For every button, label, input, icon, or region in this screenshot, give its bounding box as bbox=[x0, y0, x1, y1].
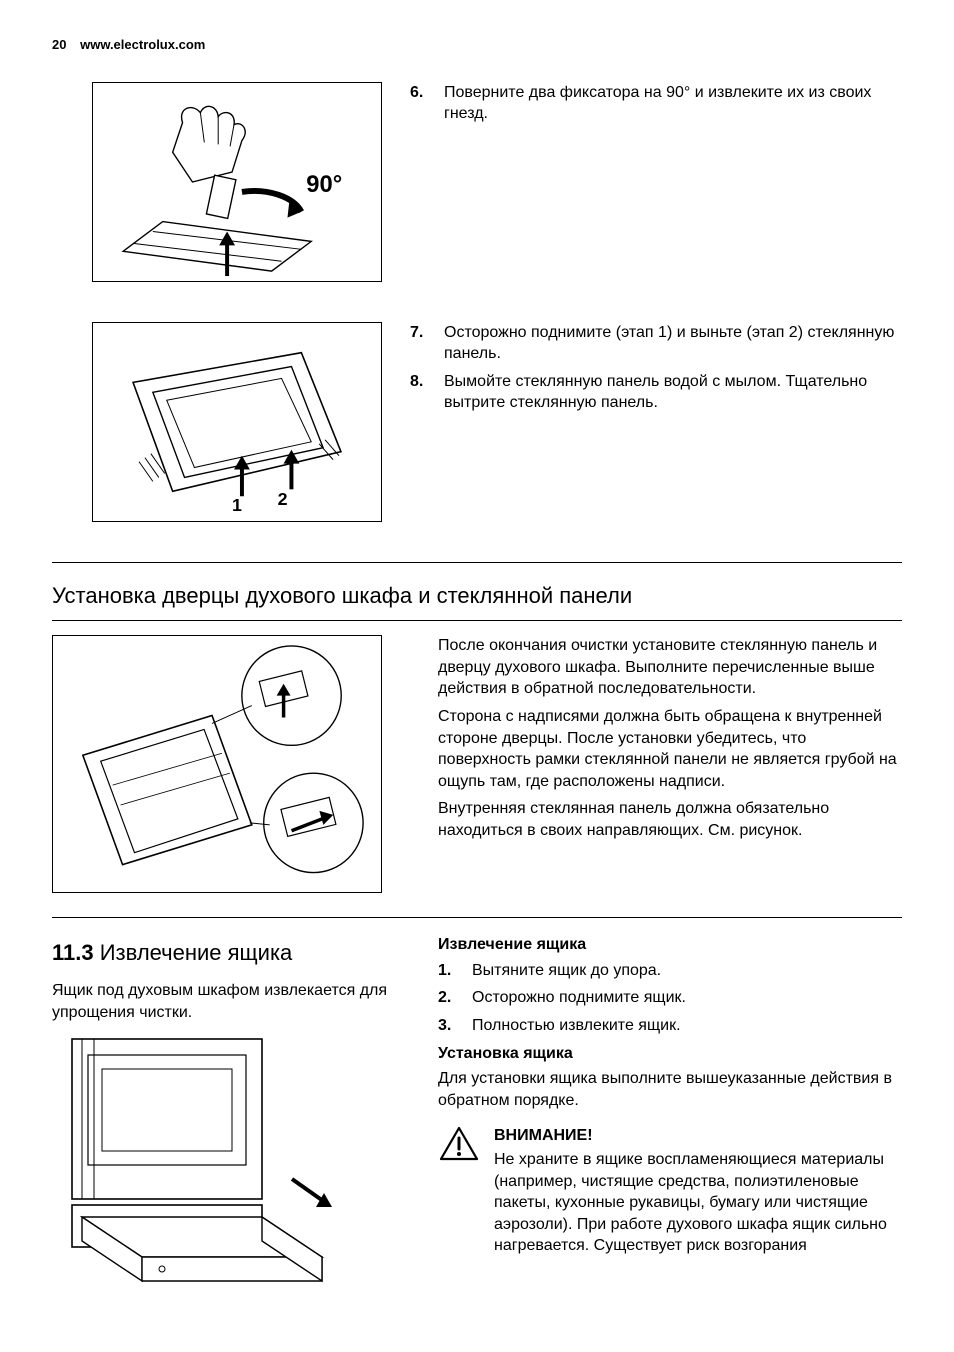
install-drawer-heading: Установка ящика bbox=[438, 1043, 902, 1065]
step-list-7-8: 7. Осторожно поднимите (этап 1) и выньте… bbox=[410, 322, 902, 414]
install-drawer-text: Для установки ящика выполните вышеуказан… bbox=[438, 1068, 902, 1111]
svg-text:1: 1 bbox=[232, 495, 242, 515]
site-url: www.electrolux.com bbox=[80, 37, 205, 52]
step-number: 8. bbox=[410, 371, 444, 414]
warning-title: ВНИМАНИЕ! bbox=[494, 1125, 902, 1147]
svg-text:90°: 90° bbox=[306, 170, 342, 197]
step-7-8-row: 1 2 7. Осторожно поднимите (этап 1) и вы… bbox=[52, 322, 902, 544]
install-para-1: После окончания очистки установите стекл… bbox=[438, 635, 902, 700]
install-door-row: После окончания очистки установите стекл… bbox=[52, 635, 902, 907]
step-number: 1. bbox=[438, 960, 472, 982]
svg-text:2: 2 bbox=[278, 489, 288, 509]
step-7: 7. Осторожно поднимите (этап 1) и выньте… bbox=[410, 322, 902, 365]
step-text: Вымойте стеклянную панель водой с мылом.… bbox=[444, 371, 902, 414]
step-text: Поверните два фиксатора на 90° и извлеки… bbox=[444, 82, 902, 125]
step-text: Полностью извлеките ящик. bbox=[472, 1015, 902, 1037]
divider bbox=[52, 562, 902, 563]
step-text: Осторожно поднимите ящик. bbox=[472, 987, 902, 1009]
remove-step-1: 1. Вытяните ящик до упора. bbox=[438, 960, 902, 982]
warning-block: ВНИМАНИЕ! Не храните в ящике воспламеняю… bbox=[438, 1125, 902, 1257]
figure-rotate-90: 90° bbox=[92, 82, 382, 282]
drawer-intro: Ящик под духовым шкафом извлекается для … bbox=[52, 980, 410, 1023]
section-title-text: Извлечение ящика bbox=[100, 940, 293, 965]
divider bbox=[52, 620, 902, 621]
warning-body: Не храните в ящике воспламеняющиеся мате… bbox=[494, 1149, 902, 1257]
page-number: 20 bbox=[52, 37, 66, 52]
figure-install-glass bbox=[52, 635, 382, 893]
page-header: 20 www.electrolux.com bbox=[52, 36, 902, 54]
install-para-2: Сторона с надписями должна быть обращена… bbox=[438, 706, 902, 792]
step-number: 2. bbox=[438, 987, 472, 1009]
step-8: 8. Вымойте стеклянную панель водой с мыл… bbox=[410, 371, 902, 414]
divider bbox=[52, 917, 902, 918]
warning-icon bbox=[438, 1125, 480, 1257]
remove-drawer-heading: Извлечение ящика bbox=[438, 934, 902, 956]
remove-step-3: 3. Полностью извлеките ящик. bbox=[438, 1015, 902, 1037]
section-install-door-title: Установка дверцы духового шкафа и стекля… bbox=[52, 581, 902, 611]
figure-drawer bbox=[52, 1029, 352, 1289]
section-number: 11.3 bbox=[52, 940, 94, 965]
section-11-3-title: 11.3 Извлечение ящика bbox=[52, 938, 410, 968]
remove-step-2: 2. Осторожно поднимите ящик. bbox=[438, 987, 902, 1009]
step-text: Осторожно поднимите (этап 1) и выньте (э… bbox=[444, 322, 902, 365]
step-list-6: 6. Поверните два фиксатора на 90° и извл… bbox=[410, 82, 902, 125]
step-text: Вытяните ящик до упора. bbox=[472, 960, 902, 982]
step-6: 6. Поверните два фиксатора на 90° и извл… bbox=[410, 82, 902, 125]
step-number: 7. bbox=[410, 322, 444, 365]
step-number: 6. bbox=[410, 82, 444, 125]
step-6-row: 90° 6. Поверните два фиксатора на 90° и … bbox=[52, 82, 902, 304]
figure-lift-panel: 1 2 bbox=[92, 322, 382, 522]
remove-drawer-steps: 1. Вытяните ящик до упора. 2. Осторожно … bbox=[438, 960, 902, 1037]
drawer-section-row: 11.3 Извлечение ящика Ящик под духовым ш… bbox=[52, 932, 902, 1289]
install-para-3: Внутренняя стеклянная панель должна обяз… bbox=[438, 798, 902, 841]
step-number: 3. bbox=[438, 1015, 472, 1037]
